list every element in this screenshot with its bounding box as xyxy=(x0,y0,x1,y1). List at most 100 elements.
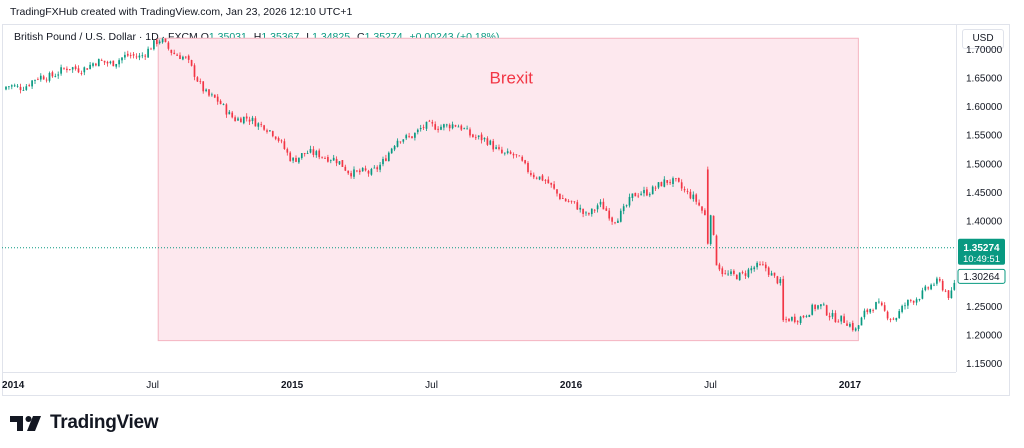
candle[interactable] xyxy=(460,124,463,132)
candle[interactable] xyxy=(176,53,178,56)
candle[interactable] xyxy=(573,201,576,204)
candle[interactable] xyxy=(915,297,918,306)
candle[interactable] xyxy=(686,188,689,195)
candle[interactable] xyxy=(245,113,248,122)
candle[interactable] xyxy=(295,155,297,163)
candle[interactable] xyxy=(869,308,872,314)
candle[interactable] xyxy=(582,208,584,218)
candle[interactable] xyxy=(854,327,857,332)
candle[interactable] xyxy=(785,316,787,323)
candle[interactable] xyxy=(95,62,97,67)
candle[interactable] xyxy=(550,182,553,188)
candle[interactable] xyxy=(182,55,184,61)
candle[interactable] xyxy=(147,46,149,58)
candle[interactable] xyxy=(553,181,555,190)
candle[interactable] xyxy=(793,313,796,324)
candle[interactable] xyxy=(611,216,613,225)
candle[interactable] xyxy=(269,129,271,133)
candle[interactable] xyxy=(834,310,837,323)
candle[interactable] xyxy=(150,47,152,50)
candle[interactable] xyxy=(100,58,103,61)
candle[interactable] xyxy=(121,57,123,64)
candle[interactable] xyxy=(466,125,468,130)
candle[interactable] xyxy=(901,304,903,314)
candle[interactable] xyxy=(361,167,364,172)
candle[interactable] xyxy=(457,124,460,128)
candle[interactable] xyxy=(8,86,10,90)
candle[interactable] xyxy=(730,269,732,276)
candle[interactable] xyxy=(501,146,503,154)
candle[interactable] xyxy=(764,261,767,272)
candle[interactable] xyxy=(234,115,236,122)
candle[interactable] xyxy=(704,208,706,216)
candle[interactable] xyxy=(350,170,352,179)
candle[interactable] xyxy=(187,54,190,64)
candle[interactable] xyxy=(483,137,486,142)
candle[interactable] xyxy=(155,39,158,47)
candle[interactable] xyxy=(480,132,483,144)
candle[interactable] xyxy=(637,193,640,199)
candle[interactable] xyxy=(527,161,529,174)
candle[interactable] xyxy=(396,138,399,148)
candle[interactable] xyxy=(440,124,442,131)
candle[interactable] xyxy=(434,121,437,131)
candle[interactable] xyxy=(747,267,750,279)
candle[interactable] xyxy=(437,126,439,133)
candle[interactable] xyxy=(211,92,213,97)
candle[interactable] xyxy=(617,218,619,223)
candle[interactable] xyxy=(759,261,761,266)
candle[interactable] xyxy=(599,199,602,208)
candle[interactable] xyxy=(179,52,181,60)
candle[interactable] xyxy=(474,134,477,140)
candle[interactable] xyxy=(660,181,663,187)
candle[interactable] xyxy=(744,270,747,280)
candle[interactable] xyxy=(379,161,381,173)
candle[interactable] xyxy=(538,176,541,181)
candle[interactable] xyxy=(541,173,544,182)
candle[interactable] xyxy=(184,55,187,59)
candle[interactable] xyxy=(721,266,724,277)
candle[interactable] xyxy=(880,301,883,307)
candle[interactable] xyxy=(791,316,793,322)
candle[interactable] xyxy=(947,289,950,301)
candle[interactable] xyxy=(63,67,65,70)
candle[interactable] xyxy=(445,123,448,128)
candle[interactable] xyxy=(718,262,721,272)
candle[interactable] xyxy=(112,60,115,67)
candle[interactable] xyxy=(822,302,825,306)
candle[interactable] xyxy=(811,303,814,316)
candle[interactable] xyxy=(54,73,57,78)
candle[interactable] xyxy=(231,110,234,119)
candle[interactable] xyxy=(944,289,947,293)
candle[interactable] xyxy=(463,127,466,130)
candle[interactable] xyxy=(796,320,799,325)
candle[interactable] xyxy=(225,103,228,118)
candle[interactable] xyxy=(524,159,526,165)
candle[interactable] xyxy=(109,60,112,65)
candle[interactable] xyxy=(492,138,495,152)
candle[interactable] xyxy=(907,299,909,310)
candle[interactable] xyxy=(115,63,118,69)
candle[interactable] xyxy=(712,215,715,236)
candle[interactable] xyxy=(338,161,341,165)
candle[interactable] xyxy=(274,136,277,141)
candle[interactable] xyxy=(773,272,776,278)
candle[interactable] xyxy=(31,79,33,90)
candle[interactable] xyxy=(425,121,428,131)
candle[interactable] xyxy=(651,185,654,195)
candle[interactable] xyxy=(625,204,628,208)
candle[interactable] xyxy=(825,304,828,316)
candle[interactable] xyxy=(776,275,779,285)
candle[interactable] xyxy=(329,159,332,164)
candle[interactable] xyxy=(257,122,260,130)
candle[interactable] xyxy=(544,179,547,185)
candle[interactable] xyxy=(277,136,280,143)
candle[interactable] xyxy=(860,316,863,326)
candle[interactable] xyxy=(451,121,454,130)
candle[interactable] xyxy=(80,70,83,76)
candle[interactable] xyxy=(266,128,268,134)
candle[interactable] xyxy=(373,165,376,169)
candle[interactable] xyxy=(92,62,94,68)
candle[interactable] xyxy=(376,165,379,173)
candle[interactable] xyxy=(303,152,306,157)
